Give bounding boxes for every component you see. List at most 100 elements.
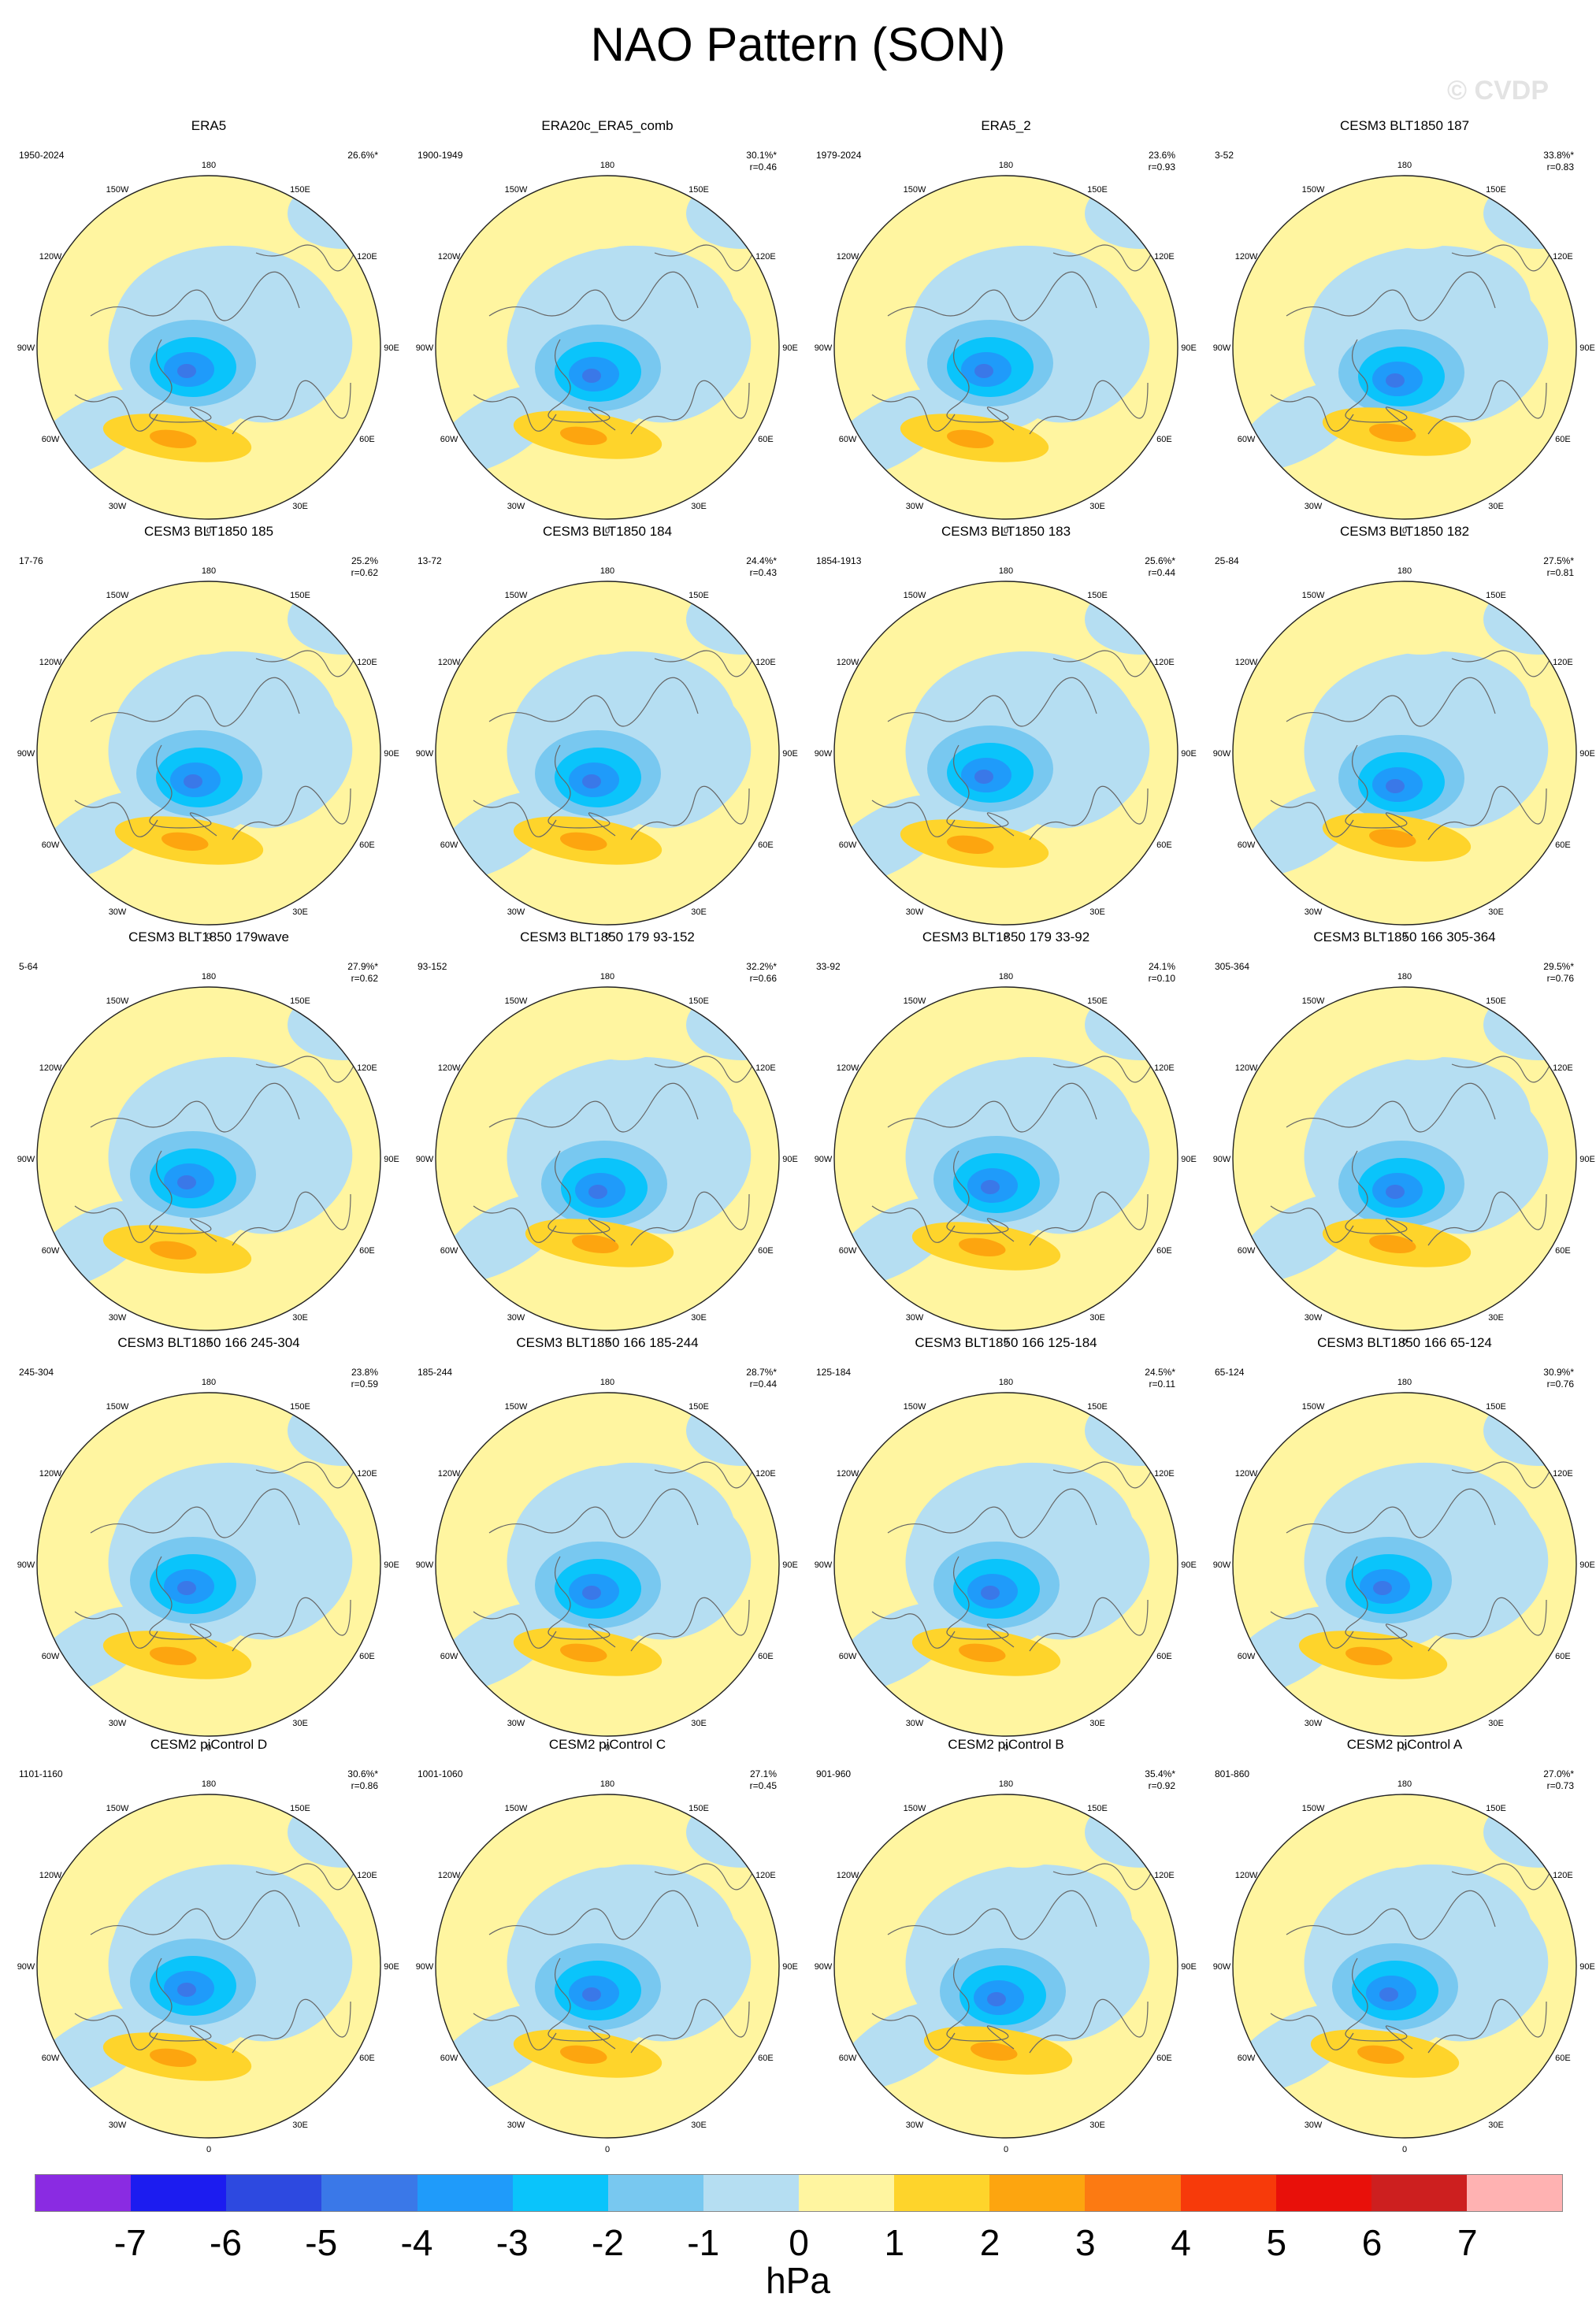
panel-pattern-correlation: r=0.46 bbox=[749, 161, 777, 173]
longitude-label: 30E bbox=[1089, 907, 1105, 917]
longitude-label: 0 bbox=[206, 1743, 211, 1753]
panel-variance-stats: 25.6%* r=0.44 bbox=[1145, 555, 1175, 579]
longitude-label: 150W bbox=[1302, 996, 1325, 1006]
panel-pattern-correlation: r=0.44 bbox=[749, 1378, 777, 1390]
panel-title: CESM3 BLT1850 179 33-92 bbox=[922, 930, 1090, 944]
longitude-label: 120E bbox=[1553, 1469, 1573, 1479]
colorbar-segment bbox=[989, 2175, 1086, 2211]
longitude-label: 0 bbox=[206, 526, 211, 536]
longitude-label: 0 bbox=[1004, 2145, 1008, 2154]
longitude-label: 150W bbox=[1302, 185, 1325, 195]
panel-title: CESM3 BLT1850 166 245-304 bbox=[117, 1335, 300, 1350]
longitude-label: 30W bbox=[1305, 502, 1323, 511]
longitude-label: 120W bbox=[438, 1063, 461, 1073]
polar-map: 180 150E 120E 90E 60E 30E 0 30W 60W 90W 120W 150W bbox=[17, 1779, 399, 2154]
panel-years: 93-152 bbox=[418, 961, 447, 972]
longitude-label: 60E bbox=[359, 2054, 375, 2063]
longitude-label: 30E bbox=[292, 1313, 308, 1323]
colorbar-units-label: hPa bbox=[766, 2260, 830, 2301]
longitude-label: 90W bbox=[815, 343, 833, 353]
longitude-label: 150W bbox=[904, 996, 926, 1006]
panel-variance: 23.6% bbox=[1148, 150, 1175, 161]
longitude-label: 120E bbox=[1553, 1063, 1573, 1073]
colorbar-segment bbox=[607, 2175, 703, 2211]
longitude-label: 30W bbox=[1305, 1719, 1323, 1728]
longitude-label: 120W bbox=[39, 1871, 62, 1880]
panel-variance-stats: 23.6% r=0.93 bbox=[1149, 150, 1175, 173]
panel-variance-stats: 27.1% r=0.45 bbox=[750, 1768, 777, 1792]
longitude-label: 120W bbox=[438, 1469, 461, 1479]
panel-variance-stats: 24.5%* r=0.11 bbox=[1145, 1367, 1175, 1390]
longitude-label: 150E bbox=[1486, 1804, 1506, 1813]
map-panel: CESM2 piControl B 901-960 35.4%* r=0.92 180 1… bbox=[807, 1737, 1205, 2170]
longitude-label: 30E bbox=[1488, 1313, 1504, 1323]
longitude-label: 30W bbox=[906, 1313, 924, 1323]
panel-title: CESM3 BLT1850 187 bbox=[1339, 118, 1470, 133]
longitude-label: 120W bbox=[438, 252, 461, 262]
colorbar-segment bbox=[417, 2175, 513, 2211]
longitude-label: 30E bbox=[1089, 1313, 1105, 1323]
longitude-label: 0 bbox=[206, 932, 211, 941]
panel-years: 185-244 bbox=[418, 1367, 453, 1378]
panel-variance: 27.5%* bbox=[1543, 555, 1574, 566]
panel-variance: 23.8% bbox=[351, 1367, 378, 1378]
longitude-label: 120E bbox=[357, 1063, 377, 1073]
longitude-label: 150E bbox=[689, 996, 709, 1006]
longitude-label: 30W bbox=[109, 907, 127, 917]
panel-variance-stats: 24.4%* r=0.43 bbox=[746, 555, 777, 579]
panel-pattern-correlation: r=0.43 bbox=[749, 567, 777, 578]
panel-pattern-correlation: r=0.83 bbox=[1546, 161, 1574, 173]
panel-pattern-correlation: r=0.62 bbox=[351, 567, 378, 578]
panel-pattern-correlation: r=0.81 bbox=[1546, 567, 1574, 578]
longitude-label: 150E bbox=[1486, 591, 1506, 600]
longitude-label: 0 bbox=[1402, 932, 1407, 941]
panel-years: 1101-1160 bbox=[19, 1768, 63, 1779]
longitude-label: 30E bbox=[1089, 502, 1105, 511]
longitude-label: 150W bbox=[106, 1804, 129, 1813]
longitude-label: 30W bbox=[906, 1719, 924, 1728]
longitude-label: 60W bbox=[839, 1246, 857, 1256]
longitude-label: 90W bbox=[416, 1962, 434, 1972]
longitude-label: 60E bbox=[1555, 1246, 1571, 1256]
polar-map: 180 150E 120E 90E 60E 30E 0 30W 60W 90W 120W 150W bbox=[815, 1779, 1197, 2154]
longitude-label: 90E bbox=[782, 1962, 798, 1972]
longitude-label: 150W bbox=[106, 996, 129, 1006]
longitude-label: 30W bbox=[906, 502, 924, 511]
longitude-label: 120W bbox=[438, 1871, 461, 1880]
longitude-label: 30W bbox=[1305, 1313, 1323, 1323]
longitude-label: 150W bbox=[1302, 1402, 1325, 1412]
longitude-label: 30W bbox=[109, 2121, 127, 2130]
longitude-label: 90E bbox=[1579, 749, 1595, 759]
longitude-label: 150W bbox=[505, 591, 528, 600]
colorbar-segment bbox=[35, 2175, 132, 2211]
longitude-label: 90W bbox=[815, 1962, 833, 1972]
longitude-label: 60E bbox=[1156, 840, 1172, 850]
colorbar-tick: 2 bbox=[979, 2222, 1000, 2263]
longitude-label: 120W bbox=[39, 1469, 62, 1479]
panel-pattern-correlation: r=0.92 bbox=[1148, 1780, 1175, 1791]
colorbar-tick-labels: -7 -6 -5 -4 -3 -2 -1 0 1 2 3 4 5 6 7 bbox=[35, 2221, 1563, 2269]
panel-years: 33-92 bbox=[816, 961, 841, 972]
panel-title: CESM3 BLT1850 166 125-184 bbox=[915, 1335, 1097, 1350]
panel-variance: 25.2% bbox=[351, 555, 378, 566]
panel-variance-stats: 24.1% r=0.10 bbox=[1149, 961, 1175, 985]
panel-variance: 27.1% bbox=[749, 1768, 777, 1779]
longitude-label: 90E bbox=[384, 749, 399, 759]
longitude-label: 60W bbox=[440, 2054, 458, 2063]
map-panel: CESM2 piControl D 1101-1160 30.6%* r=0.86 18… bbox=[9, 1737, 408, 2170]
longitude-label: 0 bbox=[206, 2145, 211, 2154]
longitude-label: 120W bbox=[837, 1871, 859, 1880]
longitude-label: 60W bbox=[839, 1652, 857, 1661]
panel-years: 1979-2024 bbox=[816, 150, 862, 161]
colorbar-segment bbox=[703, 2175, 799, 2211]
colorbar-segment bbox=[1085, 2175, 1181, 2211]
map-panel: CESM3 BLT1850 179 93-152 93-152 32.2%* r=0.… bbox=[408, 930, 807, 1363]
panel-variance: 24.1% bbox=[1148, 961, 1175, 972]
longitude-label: 30E bbox=[1089, 2121, 1105, 2130]
panel-variance: 32.2%* bbox=[746, 961, 777, 972]
longitude-label: 30E bbox=[691, 1719, 707, 1728]
polar-map: 180 150E 120E 90E 60E 30E 0 30W 60W 90W 120W 150W bbox=[815, 161, 1197, 536]
longitude-label: 150W bbox=[904, 1804, 926, 1813]
longitude-label: 0 bbox=[1004, 1338, 1008, 1347]
panel-variance-stats: 23.8% r=0.59 bbox=[351, 1367, 378, 1390]
